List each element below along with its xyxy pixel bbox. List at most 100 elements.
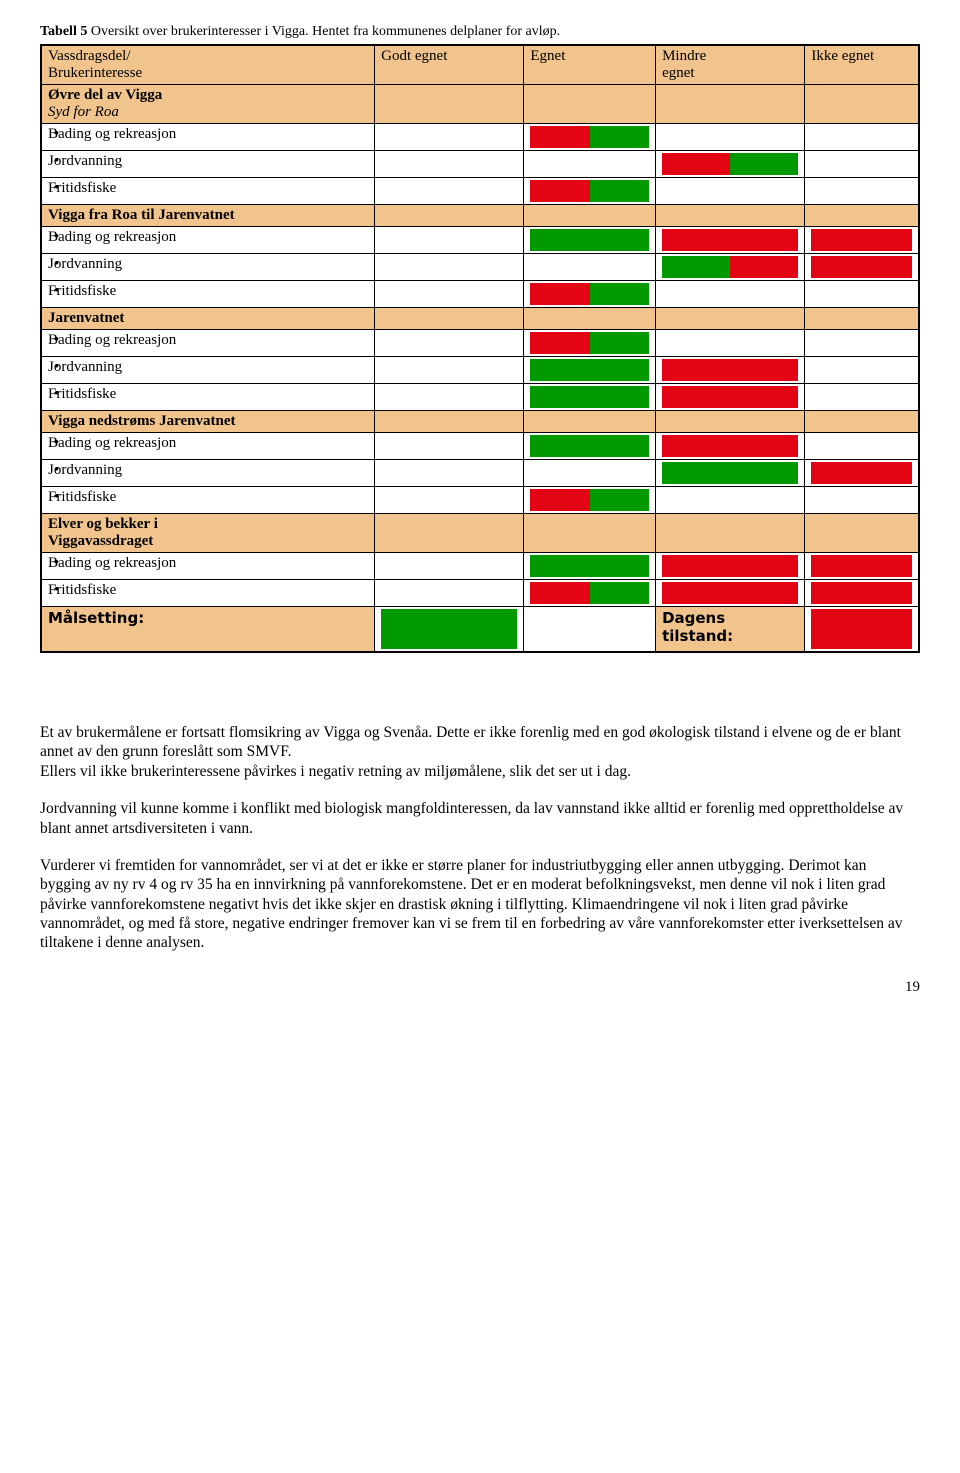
body-paragraph: Et av brukermålene er fortsatt flomsikri…	[40, 723, 920, 781]
color-cell	[375, 151, 524, 178]
color-cell	[375, 281, 524, 308]
color-cell	[656, 151, 805, 178]
color-cell	[524, 487, 656, 514]
color-cell	[375, 487, 524, 514]
section-empty	[805, 514, 919, 553]
color-cell	[656, 433, 805, 460]
interest-row-label: Fritidsfiske	[41, 281, 375, 308]
color-cell	[375, 357, 524, 384]
interest-row-label: Jordvanning	[41, 254, 375, 281]
color-cell	[375, 227, 524, 254]
color-cell	[656, 384, 805, 411]
section-empty	[805, 308, 919, 330]
interest-row-label: Fritidsfiske	[41, 580, 375, 607]
section-title: Jarenvatnet	[41, 308, 375, 330]
color-cell	[656, 178, 805, 205]
color-cell	[805, 254, 919, 281]
header-col: Godt egnet	[375, 45, 524, 85]
section-title: Vigga nedstrøms Jarenvatnet	[41, 411, 375, 433]
interest-row-label: Jordvanning	[41, 460, 375, 487]
interest-row-label: Bading og rekreasjon	[41, 433, 375, 460]
header-row-label: Vassdragsdel/Brukerinteresse	[41, 45, 375, 85]
user-interest-table: Vassdragsdel/BrukerinteresseGodt egnetEg…	[40, 44, 920, 653]
section-empty	[375, 411, 524, 433]
color-cell	[805, 553, 919, 580]
color-cell	[805, 580, 919, 607]
color-cell	[656, 580, 805, 607]
section-empty	[656, 205, 805, 227]
page-number: 19	[40, 979, 920, 996]
section-empty	[524, 514, 656, 553]
section-title: Elver og bekker iViggavassdraget	[41, 514, 375, 553]
interest-row-label: Jordvanning	[41, 151, 375, 178]
color-cell	[805, 433, 919, 460]
color-cell	[524, 178, 656, 205]
header-col: Egnet	[524, 45, 656, 85]
color-cell	[656, 124, 805, 151]
section-empty	[656, 308, 805, 330]
table-caption: Tabell 5 Oversikt over brukerinteresser …	[40, 24, 920, 40]
color-cell	[524, 433, 656, 460]
color-cell	[805, 151, 919, 178]
interest-row-label: Fritidsfiske	[41, 384, 375, 411]
color-cell	[524, 281, 656, 308]
color-cell	[805, 281, 919, 308]
interest-row-label: Bading og rekreasjon	[41, 124, 375, 151]
section-empty	[656, 514, 805, 553]
body-text: Et av brukermålene er fortsatt flomsikri…	[40, 723, 920, 953]
color-cell	[524, 124, 656, 151]
color-cell	[375, 553, 524, 580]
color-cell	[375, 433, 524, 460]
section-empty	[524, 308, 656, 330]
color-cell	[524, 254, 656, 281]
interest-row-label: Fritidsfiske	[41, 487, 375, 514]
color-cell	[656, 460, 805, 487]
body-paragraph: Jordvanning vil kunne komme i konflikt m…	[40, 799, 920, 838]
section-empty	[805, 205, 919, 227]
color-cell	[656, 553, 805, 580]
goal-status-label: Dagenstilstand:	[656, 607, 805, 653]
color-cell	[656, 487, 805, 514]
section-empty	[375, 308, 524, 330]
interest-row-label: Bading og rekreasjon	[41, 330, 375, 357]
color-cell	[805, 227, 919, 254]
section-empty	[524, 85, 656, 124]
color-cell	[805, 178, 919, 205]
interest-row-label: Jordvanning	[41, 357, 375, 384]
section-empty	[805, 411, 919, 433]
color-cell	[805, 487, 919, 514]
color-cell	[656, 227, 805, 254]
section-empty	[805, 85, 919, 124]
color-cell	[375, 124, 524, 151]
section-empty	[656, 85, 805, 124]
caption-rest: Oversikt over brukerinteresser i Vigga. …	[87, 24, 560, 39]
color-cell	[524, 384, 656, 411]
section-empty	[375, 205, 524, 227]
color-cell	[524, 227, 656, 254]
interest-row-label: Bading og rekreasjon	[41, 227, 375, 254]
interest-row-label: Fritidsfiske	[41, 178, 375, 205]
color-cell	[656, 357, 805, 384]
color-cell	[805, 330, 919, 357]
header-col: Ikke egnet	[805, 45, 919, 85]
color-cell	[375, 580, 524, 607]
color-cell	[375, 607, 524, 653]
goal-label: Målsetting:	[41, 607, 375, 653]
section-empty	[524, 411, 656, 433]
section-title: Øvre del av ViggaSyd for Roa	[41, 85, 375, 124]
color-cell	[524, 580, 656, 607]
color-cell	[524, 553, 656, 580]
color-cell	[524, 151, 656, 178]
color-cell	[656, 281, 805, 308]
body-paragraph: Vurderer vi fremtiden for vannområdet, s…	[40, 856, 920, 953]
section-title: Vigga fra Roa til Jarenvatnet	[41, 205, 375, 227]
color-cell	[524, 460, 656, 487]
color-cell	[375, 330, 524, 357]
section-empty	[375, 85, 524, 124]
color-cell	[524, 357, 656, 384]
section-empty	[656, 411, 805, 433]
color-cell	[375, 460, 524, 487]
color-cell	[805, 607, 919, 653]
color-cell	[524, 330, 656, 357]
section-empty	[375, 514, 524, 553]
